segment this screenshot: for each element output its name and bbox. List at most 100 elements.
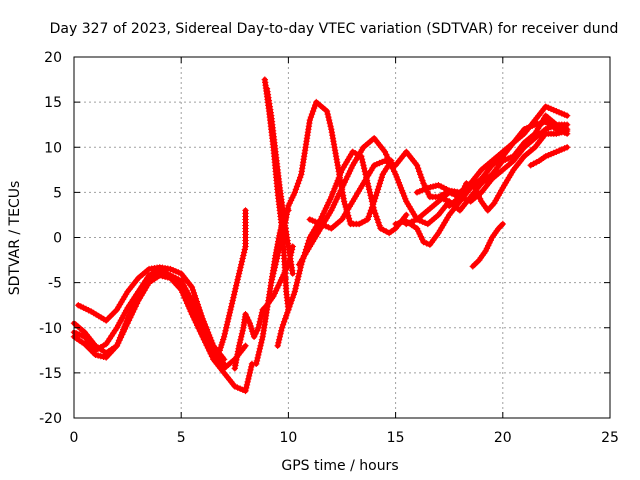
data-point: [78, 332, 86, 339]
data-point: [196, 316, 203, 323]
data-point: [558, 129, 565, 136]
data-point: [392, 171, 399, 178]
data-point: [191, 292, 199, 299]
data-point: [328, 207, 335, 214]
data-point: [271, 264, 279, 271]
data-point: [383, 151, 390, 158]
data-point: [345, 215, 353, 222]
data-point: [340, 198, 348, 205]
data-point: [167, 272, 174, 279]
data-point: [232, 285, 239, 292]
data-point: [278, 327, 285, 334]
data-point: [228, 303, 235, 310]
data-point: [208, 344, 216, 351]
data-point: [275, 249, 282, 256]
series-1: [70, 272, 256, 395]
data-point: [119, 331, 126, 338]
data-point: [278, 324, 286, 331]
data-point: [405, 219, 413, 227]
y-tick-label: -15: [39, 366, 62, 382]
data-point: [458, 190, 465, 198]
data-point: [100, 342, 107, 349]
data-point: [355, 220, 363, 228]
data-point: [273, 258, 280, 265]
data-point: [191, 305, 199, 312]
data-point: [247, 322, 254, 330]
data-point: [530, 160, 537, 167]
data-point: [241, 246, 249, 253]
data-point: [323, 107, 331, 115]
data-point: [188, 283, 196, 291]
data-point: [291, 189, 299, 196]
series-16: [435, 112, 571, 214]
data-point: [243, 384, 250, 392]
data-point: [237, 264, 244, 271]
data-point: [418, 174, 425, 181]
data-point: [337, 187, 344, 194]
data-point: [278, 237, 285, 244]
data-point: [255, 348, 263, 356]
data-point: [326, 119, 334, 127]
data-point: [413, 162, 421, 169]
data-point: [234, 276, 241, 283]
data-point: [233, 282, 240, 289]
data-point: [308, 110, 316, 118]
data-point: [427, 183, 434, 191]
data-point: [482, 247, 489, 255]
data-point: [533, 159, 540, 166]
data-point: [229, 297, 236, 304]
data-point: [145, 272, 153, 279]
data-point: [275, 246, 283, 253]
series-3: [70, 266, 228, 368]
data-point: [374, 186, 382, 193]
series-4: [216, 207, 249, 354]
data-point: [324, 202, 331, 209]
data-point: [332, 198, 339, 206]
data-point: [246, 320, 254, 327]
series-11: [295, 135, 453, 268]
data-point: [231, 288, 238, 295]
data-point: [499, 157, 506, 164]
data-point: [393, 173, 400, 181]
data-point: [231, 383, 238, 390]
data-point: [331, 144, 338, 151]
x-tick-label: 25: [601, 430, 619, 446]
data-point: [365, 213, 372, 220]
data-point: [340, 195, 347, 202]
data-point: [387, 159, 394, 167]
data-point: [237, 336, 244, 343]
data-point: [232, 362, 239, 369]
data-point: [550, 106, 557, 114]
data-point: [242, 342, 249, 349]
data-point: [476, 195, 484, 202]
data-point: [235, 345, 242, 352]
data-point: [200, 327, 208, 334]
data-point: [396, 181, 404, 189]
data-point: [402, 195, 409, 202]
data-point: [153, 268, 161, 275]
data-point: [239, 255, 246, 262]
data-point: [245, 375, 252, 383]
data-point: [561, 128, 568, 135]
data-point: [194, 311, 201, 318]
data-point: [253, 360, 260, 368]
data-point: [92, 347, 99, 354]
data-point: [120, 328, 127, 335]
data-point: [460, 185, 467, 192]
data-point: [243, 381, 251, 389]
data-point: [389, 160, 397, 168]
data-point: [416, 188, 423, 195]
data-point: [256, 345, 264, 353]
data-point: [368, 195, 375, 202]
data-point: [420, 180, 427, 187]
data-point: [208, 353, 216, 360]
data-point: [281, 222, 288, 229]
data-point: [236, 339, 244, 346]
data-point: [330, 141, 338, 148]
data-point: [499, 220, 506, 228]
data-point: [198, 321, 205, 329]
data-point: [195, 313, 202, 321]
data-point: [285, 306, 292, 313]
data-point: [270, 267, 278, 274]
